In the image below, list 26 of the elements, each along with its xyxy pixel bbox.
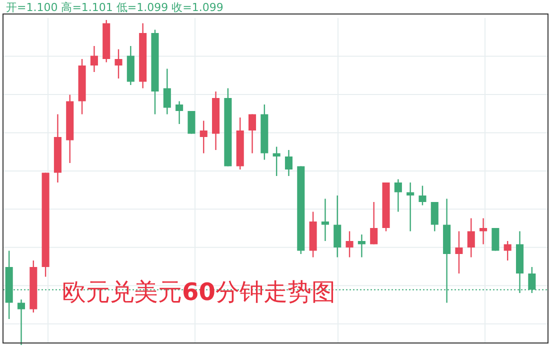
candlestick <box>455 230 463 274</box>
candlestick <box>358 234 366 258</box>
candlestick <box>284 149 293 177</box>
candlestick <box>188 110 196 134</box>
candlestick <box>272 146 280 177</box>
text: 欧元兑美元60分钟走势图 <box>62 278 336 306</box>
candlestick <box>17 298 26 346</box>
candlestick <box>346 230 354 258</box>
candlestick <box>200 120 208 154</box>
chart-subtitle: 开=1.100 高=1.101 低=1.099 收=1.099 <box>6 1 224 14</box>
candlestick <box>394 178 402 212</box>
candlestick <box>248 114 256 154</box>
candlestick <box>492 227 500 252</box>
candlestick <box>90 45 98 73</box>
candlestick <box>418 185 426 206</box>
candlestick <box>370 201 378 245</box>
candlestick <box>321 198 329 242</box>
candlestick <box>480 218 488 245</box>
candlestick <box>504 240 512 262</box>
candlestick <box>163 68 171 115</box>
candlestick <box>176 100 184 125</box>
candlestick <box>467 218 475 258</box>
candlestick <box>114 48 122 80</box>
candlestick <box>406 182 414 232</box>
candlestick <box>334 194 342 258</box>
candlestick <box>430 201 438 232</box>
